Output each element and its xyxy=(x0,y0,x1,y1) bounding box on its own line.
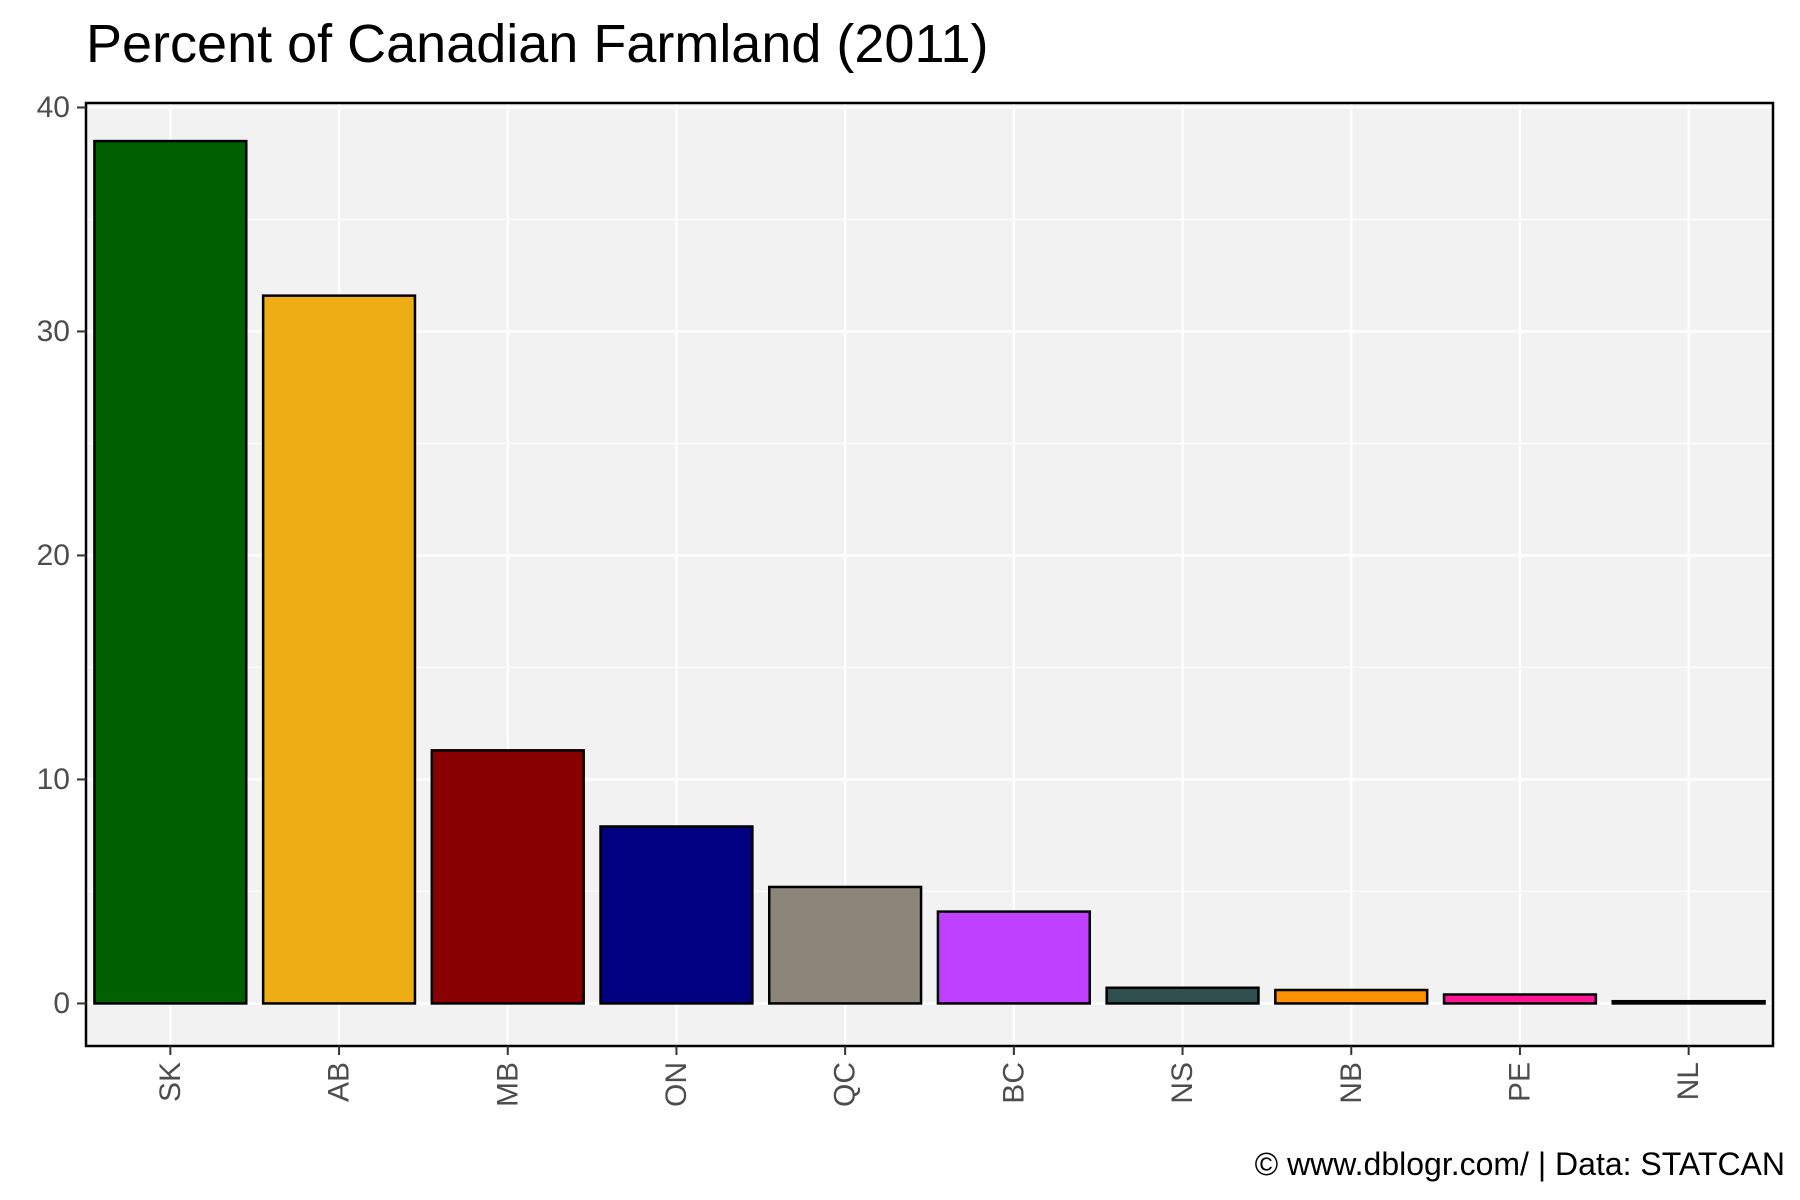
bar-pe xyxy=(1442,993,1598,1005)
bar-ab xyxy=(261,294,417,1005)
y-tick-label: 20 xyxy=(37,539,70,572)
bar-nb xyxy=(1274,988,1429,1005)
bar-ns xyxy=(1105,986,1260,1005)
bar-mb xyxy=(430,749,585,1005)
x-tick-label: ON xyxy=(660,1062,693,1107)
x-tick-label: PE xyxy=(1503,1062,1536,1102)
x-tick-label: QC xyxy=(829,1062,862,1107)
bars xyxy=(93,139,1766,1005)
x-axis: SK AB MB ON QC BC NS NB PE NL xyxy=(154,1046,1705,1107)
y-tick-label: 30 xyxy=(37,315,70,348)
bar-qc xyxy=(767,885,923,1005)
caption: © www.dblogr.com/ | Data: STATCAN xyxy=(1255,1146,1785,1182)
x-tick-label: NL xyxy=(1672,1062,1705,1100)
bar-sk xyxy=(93,139,248,1005)
x-tick-label: NS xyxy=(1166,1062,1199,1104)
y-tick-label: 40 xyxy=(37,91,70,124)
chart-title: Percent of Canadian Farmland (2011) xyxy=(86,14,989,74)
plot-border xyxy=(84,101,1775,1048)
x-tick-label: NB xyxy=(1335,1062,1368,1104)
x-tick-label: MB xyxy=(491,1062,524,1107)
x-tick-label: AB xyxy=(323,1062,356,1102)
bar-bc xyxy=(936,910,1092,1005)
y-axis: 0 10 20 30 40 xyxy=(37,91,86,1020)
y-tick-label: 0 xyxy=(53,987,70,1020)
x-tick-label: SK xyxy=(154,1062,187,1102)
bar-nl xyxy=(1611,999,1766,1005)
y-tick-label: 10 xyxy=(37,763,70,796)
x-tick-label: BC xyxy=(997,1062,1030,1104)
bar-on xyxy=(599,825,754,1005)
